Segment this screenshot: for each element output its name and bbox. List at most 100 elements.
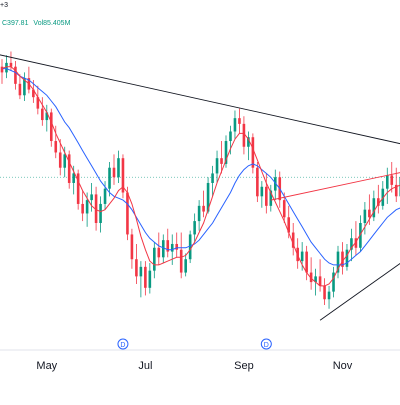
moving-average-line-blue (2, 68, 400, 266)
candle-body (81, 203, 84, 214)
candle-body (179, 249, 183, 273)
candle (103, 181, 107, 210)
candle-body (377, 198, 380, 206)
candle-body (345, 249, 349, 267)
candle-body (130, 234, 134, 260)
candle-body (76, 173, 80, 204)
candle-body (341, 251, 344, 267)
candle (202, 190, 205, 218)
candle-body (193, 221, 196, 235)
candle-body (72, 173, 75, 183)
trendline-2[interactable] (319, 254, 400, 321)
close-value: C397.81 (2, 20, 29, 27)
candle-body (291, 232, 295, 248)
candle (206, 177, 210, 214)
candle (260, 181, 264, 208)
candle-body (94, 194, 98, 223)
x-tick-label: Jul (138, 360, 152, 372)
candle (99, 196, 102, 233)
candle (166, 228, 170, 258)
candle (224, 135, 228, 168)
candle (23, 72, 26, 101)
moving-average-line-red (1, 66, 400, 287)
x-tick-label: Nov (333, 360, 353, 372)
candle-body (175, 243, 179, 250)
candle (265, 173, 268, 214)
x-tick-label: Sep (234, 360, 254, 372)
candle (139, 261, 143, 298)
candle-body (32, 89, 35, 98)
candle-body (135, 259, 138, 277)
candle-body (202, 205, 205, 212)
candle-layer (0, 51, 400, 309)
trendline-1[interactable] (0, 53, 400, 146)
candle (188, 230, 192, 264)
candle-body (58, 152, 62, 168)
candle (345, 243, 349, 271)
trendline-3[interactable] (270, 170, 400, 201)
candle (193, 213, 196, 243)
event-marker[interactable]: D (260, 338, 272, 350)
candle-body (161, 240, 165, 258)
candle-body (273, 177, 277, 191)
candle-body (121, 158, 125, 193)
candle-body (126, 192, 129, 235)
candle-body (215, 158, 219, 174)
candle-body (220, 158, 223, 164)
candle-body (260, 186, 264, 197)
candle (211, 165, 214, 197)
candle-body (18, 83, 22, 96)
candle-body (144, 266, 147, 288)
candle (336, 245, 340, 279)
candle (18, 74, 22, 100)
event-marker-circle[interactable] (260, 338, 272, 350)
candle (197, 200, 201, 231)
candle-body (90, 194, 93, 201)
event-marker[interactable]: D (117, 338, 129, 350)
candle (94, 186, 98, 231)
candle (184, 253, 187, 277)
candle (41, 97, 44, 126)
volume-value: Vol85.405M (33, 20, 71, 27)
candle (126, 186, 129, 241)
candle-body (9, 62, 13, 67)
candle-body (157, 247, 161, 258)
candle-body (117, 158, 120, 178)
candle (157, 232, 161, 265)
candle (144, 261, 147, 296)
candle-body (67, 154, 71, 183)
candle (363, 202, 367, 235)
candle-body (49, 112, 53, 142)
candle-body (112, 167, 116, 178)
candle (247, 131, 250, 161)
candle-body (394, 184, 398, 197)
candle-body (233, 118, 237, 132)
candle-body (381, 188, 385, 206)
candle-body (224, 141, 228, 164)
trendline-layer[interactable] (0, 53, 400, 321)
event-marker-circle[interactable] (117, 338, 129, 350)
candle (90, 182, 93, 212)
candle-body (242, 123, 246, 147)
candle-body (0, 66, 4, 73)
candle-body (188, 234, 192, 260)
candle-body (153, 247, 156, 271)
candle-body (5, 62, 8, 73)
candle (67, 150, 71, 189)
candle (323, 278, 326, 305)
candle (385, 167, 389, 204)
candle (269, 184, 273, 212)
candle-body (390, 175, 394, 185)
candle (0, 59, 4, 84)
candle (390, 162, 394, 193)
candle-body (300, 251, 304, 262)
candle-body (323, 285, 326, 300)
ohlc-values: C397.81 Vol85.405M (2, 20, 73, 27)
candle-body (139, 266, 143, 277)
candle-body (247, 137, 250, 147)
candle-body (54, 141, 58, 153)
candle (238, 108, 241, 134)
